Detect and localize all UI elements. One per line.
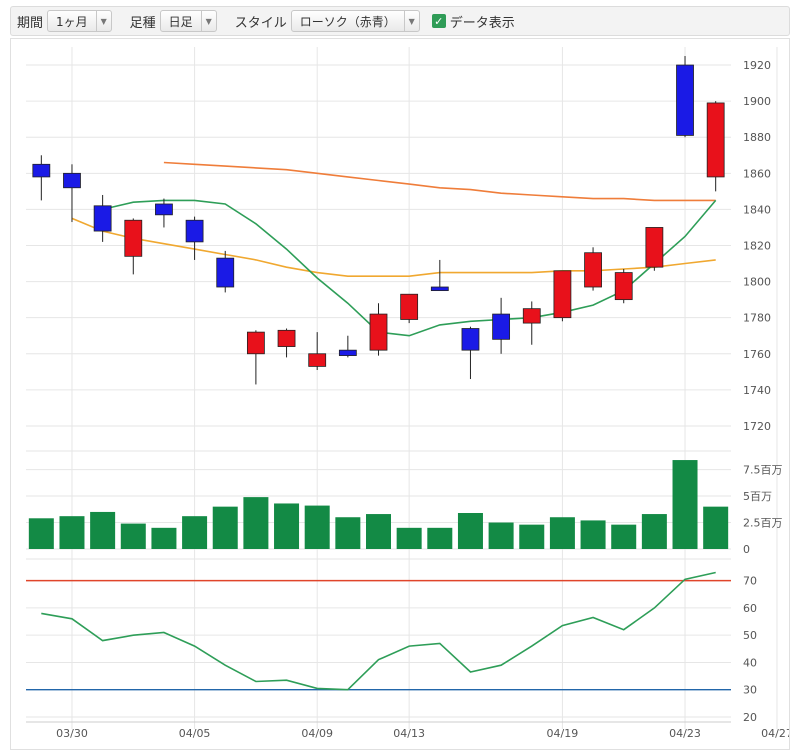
style-value: ローソク（赤青） [299,14,396,29]
volume-bar [611,524,637,549]
candle-body [676,64,694,136]
rsi-tick-label: 50 [743,629,757,642]
volume-bar [274,503,300,549]
candle-body [63,172,81,189]
candle-body [706,102,725,178]
volume-tick-label: 2.5百万 [743,517,783,530]
price-tick-label: 1740 [743,384,771,397]
candle-body [277,329,296,347]
candle-body [522,308,541,324]
chart-toolbar: 期間 1ヶ月 ▼ 足種 日足 ▼ スタイル ローソク（赤青） ▼ ✓ データ表示 [10,6,790,36]
candle-body [369,313,388,351]
candle-body [338,349,357,356]
rsi-tick-label: 20 [743,711,757,724]
period-label: 期間 [17,15,44,31]
volume-bar [151,527,177,549]
candle-body [430,286,449,292]
x-tick-label: 04/05 [179,727,211,740]
rsi-tick-label: 70 [743,575,757,588]
candle-body [614,272,633,301]
candle-body [492,313,511,340]
candle-body [246,331,265,355]
candle-body [93,205,112,232]
volume-bar [549,517,575,549]
candle-body [155,203,173,216]
volume-bar [243,497,269,549]
candle-body [553,270,572,319]
data-display-checkbox[interactable]: ✓ [431,14,446,28]
chart-area: 1720 1740 1760 1780 1800 1820 1840 1860 1880 1900… [10,38,793,750]
volume-bar [488,522,514,549]
rsi-tick-label: 60 [743,602,757,615]
price-tick-label: 1760 [743,348,771,361]
bar-type-label: 足種 [129,15,156,31]
volume-bar [396,527,422,549]
moving-average-long-line [163,161,716,202]
volume-bar [28,518,54,549]
volume-bar [580,520,606,549]
price-tick-label: 1800 [743,276,771,289]
rsi-tick-label: 40 [743,656,757,669]
style-label: スタイル [234,15,287,31]
data-display-label: データ表示 [449,15,515,31]
price-tick-label: 1840 [743,203,771,216]
candle-body [185,219,204,243]
style-dropdown[interactable]: ローソク（赤青） ▼ [290,10,420,32]
bar-type-dropdown[interactable]: 日足 ▼ [159,10,217,32]
price-tick-label: 1920 [743,59,771,72]
volume-bar [641,514,667,549]
candle-body [32,163,51,178]
price-tick-label: 1900 [743,95,771,108]
period-dropdown[interactable]: 1ヶ月 ▼ [47,10,112,32]
volume-bar [120,523,146,549]
volume-bar [90,511,116,549]
candle-body [645,227,664,268]
period-value: 1ヶ月 [56,14,88,29]
volume-bar [304,505,330,549]
volume-bar [366,514,391,549]
volume-bar [59,516,85,549]
checkmark-icon: ✓ [434,14,444,28]
candle-body [216,257,235,288]
candle-body [400,293,419,320]
price-tick-label: 1860 [743,167,771,180]
volume-bar [519,524,545,549]
moving-average-short-line [102,199,717,337]
candle-body [461,328,480,351]
volume-bar [182,516,208,549]
chevron-down-icon: ▼ [95,11,111,31]
volume-bar [457,513,483,549]
x-tick-label: 04/09 [301,727,333,740]
moving-average-mid-line [71,217,716,277]
candle-body [308,353,327,367]
x-tick-label: 04/13 [393,727,425,740]
volume-bar [703,506,729,549]
candle-body [124,219,143,257]
volume-bar [212,506,238,549]
price-tick-label: 1820 [743,240,771,253]
bar-type-value: 日足 [168,14,193,29]
volume-tick-label: 7.5百万 [743,464,783,477]
x-tick-label: 04/27 [761,727,789,740]
x-tick-label: 03/30 [56,727,88,740]
price-tick-label: 1720 [743,420,771,433]
price-tick-label: 1880 [743,131,771,144]
volume-tick-label: 0 [743,543,750,556]
volume-bar [427,527,453,549]
chevron-down-icon: ▼ [403,11,419,31]
rsi-line [41,571,716,691]
candle-body [584,252,602,288]
chevron-down-icon: ▼ [200,11,216,31]
x-tick-label: 04/23 [669,727,701,740]
rsi-tick-label: 30 [743,684,757,697]
price-tick-label: 1780 [743,312,771,325]
volume-tick-label: 5百万 [743,490,772,503]
x-tick-label: 04/19 [547,727,579,740]
volume-bar [672,460,698,549]
volume-bar [335,517,361,549]
stock-chart: 1720 1740 1760 1780 1800 1820 1840 1860 1880 1900… [26,47,793,740]
